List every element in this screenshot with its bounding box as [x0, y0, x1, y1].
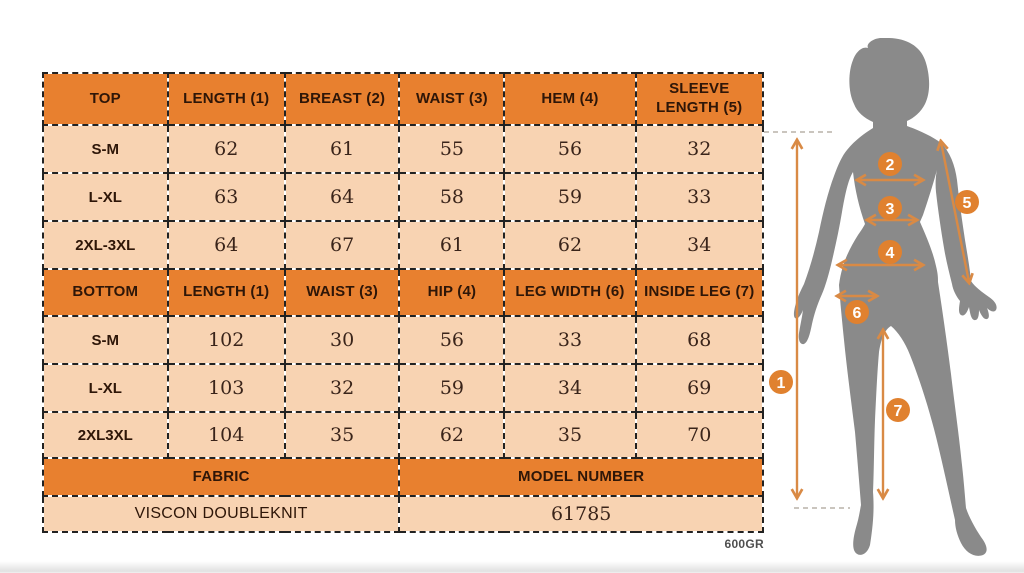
measurement-value: 55: [398, 124, 506, 174]
table-row: 2XL3XL 104 35 62 35 70: [42, 411, 765, 459]
measurement-value: 64: [283, 172, 401, 222]
table-row: L-XL 103 32 59 34 69: [42, 363, 765, 413]
measurement-value: 59: [398, 363, 506, 413]
measurement-value: 68: [634, 315, 765, 365]
top-header-row: TOP LENGTH (1) BREAST (2) WAIST (3) HEM …: [42, 72, 765, 126]
marker-1-circle: [769, 370, 793, 394]
size-label: L-XL: [42, 172, 169, 222]
figure-markers: 1 2 3 4 5 6 7: [769, 152, 979, 422]
col-header-length: LENGTH (1): [166, 72, 286, 126]
measurement-value: 34: [634, 220, 765, 270]
marker-7-circle: [886, 398, 910, 422]
fabric-header: FABRIC: [41, 457, 401, 497]
woman-silhouette-image: [793, 38, 997, 556]
col-header-hem: HEM (4): [503, 72, 637, 126]
measurement-value: 56: [503, 124, 637, 174]
model-number-value: 61785: [398, 495, 764, 533]
measurement-value: 62: [503, 220, 637, 270]
col-header-breast: BREAST (2): [283, 72, 401, 126]
measurement-value: 104: [166, 411, 286, 459]
table-row: 2XL-3XL 64 67 61 62 34: [42, 220, 765, 270]
size-table: TOP LENGTH (1) BREAST (2) WAIST (3) HEM …: [41, 72, 765, 533]
bottom-header-row: BOTTOM LENGTH (1) WAIST (3) HIP (4) LEG …: [42, 268, 765, 317]
col-header-sleeve-length: SLEEVE LENGTH (5): [634, 72, 765, 126]
measurement-value: 103: [166, 363, 286, 413]
marker-2-label: 2: [886, 157, 895, 174]
measurement-value: 58: [398, 172, 506, 222]
measurement-value: 62: [398, 411, 506, 459]
measurement-value: 35: [283, 411, 401, 459]
bottom-section-title: BOTTOM: [42, 268, 169, 317]
measurement-value: 59: [503, 172, 637, 222]
measurement-value: 33: [503, 315, 637, 365]
fabric-value: VISCON DOUBLEKNIT: [41, 495, 401, 533]
marker-4-label: 4: [886, 245, 895, 262]
size-label: S-M: [42, 124, 169, 174]
col-header-hip: HIP (4): [398, 268, 506, 317]
model-number-header: MODEL NUMBER: [398, 457, 764, 497]
size-label: 2XL3XL: [42, 411, 169, 459]
measurement-value: 64: [166, 220, 286, 270]
measurement-value: 61: [398, 220, 506, 270]
info-value-row: VISCON DOUBLEKNIT 61785: [41, 495, 764, 533]
marker-3-label: 3: [886, 201, 895, 218]
table-row: S-M 102 30 56 33 68: [42, 315, 765, 365]
marker-6-circle: [845, 300, 869, 324]
measurement-value: 67: [283, 220, 401, 270]
measurement-value: 63: [166, 172, 286, 222]
measurement-value: 33: [634, 172, 765, 222]
col-header-inside-leg: INSIDE LEG (7): [634, 268, 765, 317]
marker-4-circle: [878, 240, 902, 264]
top-section-title: TOP: [42, 72, 169, 126]
table-row: L-XL 63 64 58 59 33: [42, 172, 765, 222]
measurement-value: 62: [166, 124, 286, 174]
marker-5-label: 5: [963, 195, 972, 212]
col-header-waist: WAIST (3): [283, 268, 401, 317]
measurement-value: 35: [503, 411, 637, 459]
measurement-value: 69: [634, 363, 765, 413]
col-header-leg-width: LEG WIDTH (6): [503, 268, 637, 317]
measurement-value: 61: [283, 124, 401, 174]
measurement-figure: 1 2 3 4 5 6 7: [764, 38, 997, 556]
measurement-value: 102: [166, 315, 286, 365]
marker-7-label: 7: [894, 403, 903, 420]
marker-3-circle: [878, 196, 902, 220]
sleeve-length-arrow: [941, 142, 969, 282]
measurement-value: 32: [283, 363, 401, 413]
measurement-value: 30: [283, 315, 401, 365]
table-row: S-M 62 61 55 56 32: [42, 124, 765, 174]
col-header-length: LENGTH (1): [166, 268, 286, 317]
measurement-value: 32: [634, 124, 765, 174]
marker-1-label: 1: [777, 375, 786, 392]
size-label: S-M: [42, 315, 169, 365]
size-label: 2XL-3XL: [42, 220, 169, 270]
measurement-value: 34: [503, 363, 637, 413]
info-header-row: FABRIC MODEL NUMBER: [41, 457, 764, 497]
col-header-waist: WAIST (3): [398, 72, 506, 126]
measurement-value: 70: [634, 411, 765, 459]
measurement-value: 56: [398, 315, 506, 365]
size-label: L-XL: [42, 363, 169, 413]
marker-2-circle: [878, 152, 902, 176]
weight-footnote: 600GR: [724, 537, 764, 551]
marker-5-circle: [955, 190, 979, 214]
marker-6-label: 6: [853, 305, 862, 322]
